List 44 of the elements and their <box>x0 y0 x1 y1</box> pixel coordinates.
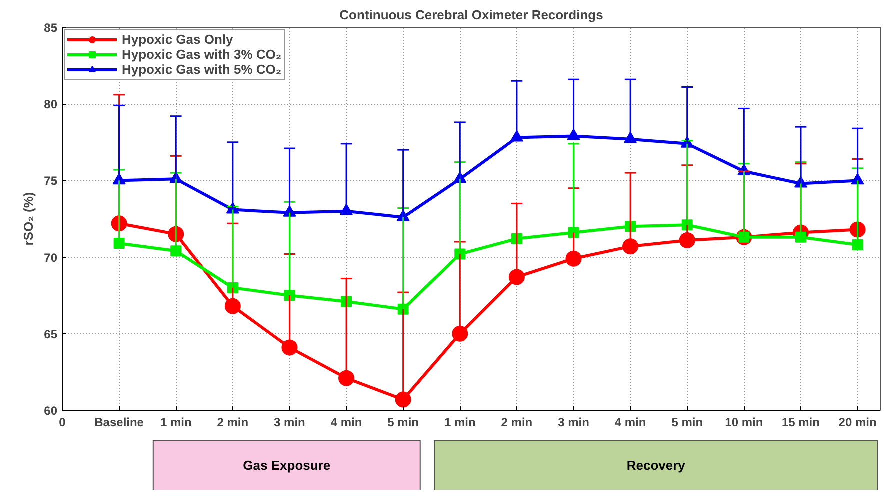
point <box>795 232 806 243</box>
point <box>340 204 354 216</box>
x-tick-label: 2 min <box>217 416 249 430</box>
x-tick-label: Baseline <box>94 416 144 430</box>
y-tick-label: 65 <box>44 327 58 342</box>
text: Recovery <box>626 458 686 473</box>
point <box>622 238 639 255</box>
point <box>282 340 298 356</box>
x-tick-label: 0 <box>59 416 66 430</box>
point <box>395 392 412 408</box>
legend-label: Hypoxic Gas Only <box>122 32 234 47</box>
x-tick-label: 2 min <box>501 416 533 430</box>
point <box>679 232 696 248</box>
y-tick-label: 60 <box>44 404 58 418</box>
x-tick-label: 1 min <box>444 416 476 430</box>
x-tick-label: 5 min <box>672 416 704 430</box>
x-tick-label: 5 min <box>388 416 420 430</box>
x-tick-label: 10 min <box>725 416 764 430</box>
y-tick-label: 80 <box>44 98 58 112</box>
legend-label: Hypoxic Gas with 5% CO₂ <box>122 62 282 77</box>
y-tick-label: 85 <box>44 21 58 35</box>
legend-label: Hypoxic Gas with 3% CO₂ <box>122 47 282 62</box>
y-tick-label: 75 <box>44 174 58 188</box>
chart-title: Continuous Cerebral Oximeter Recordings <box>340 8 604 22</box>
x-tick-label: 3 min <box>274 416 306 430</box>
y-tick-label: 70 <box>44 250 58 265</box>
point <box>510 130 524 142</box>
point <box>338 370 355 386</box>
x-tick-label: 1 min <box>160 416 192 430</box>
x-tick-label: 4 min <box>330 416 362 430</box>
y-axis-title: rSO₂ (%) <box>21 192 36 246</box>
point <box>452 326 468 342</box>
point <box>852 240 864 251</box>
point <box>566 250 582 267</box>
point <box>170 246 182 257</box>
point <box>508 269 525 286</box>
point <box>224 298 241 314</box>
x-tick-label: 15 min <box>782 416 820 430</box>
x-tick-label: 3 min <box>558 416 590 430</box>
point <box>114 238 125 250</box>
x-tick-label: 20 min <box>838 416 877 430</box>
text: Gas Exposure <box>243 458 331 473</box>
point <box>624 132 638 144</box>
x-tick-label: 4 min <box>614 416 646 430</box>
